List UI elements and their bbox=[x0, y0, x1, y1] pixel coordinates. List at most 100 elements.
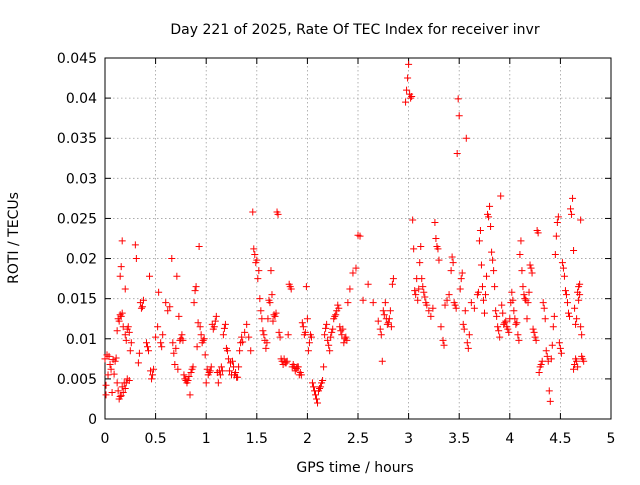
data-point bbox=[115, 317, 123, 325]
data-point bbox=[352, 264, 360, 272]
data-point bbox=[274, 210, 282, 218]
x-axis-label: GPS time / hours bbox=[296, 460, 413, 476]
data-point bbox=[421, 293, 429, 301]
data-point bbox=[456, 285, 464, 293]
data-point bbox=[555, 339, 563, 347]
y-axis-label: ROTI / TECUs bbox=[6, 192, 22, 284]
data-point bbox=[376, 325, 384, 333]
data-point bbox=[427, 312, 435, 320]
data-point bbox=[287, 285, 295, 293]
data-point bbox=[255, 267, 263, 275]
data-point bbox=[229, 357, 237, 365]
data-point bbox=[267, 267, 275, 275]
data-point bbox=[236, 347, 244, 355]
data-point bbox=[185, 372, 193, 380]
data-point bbox=[326, 347, 334, 355]
data-point bbox=[577, 216, 585, 224]
data-point bbox=[134, 359, 142, 367]
data-point bbox=[559, 264, 567, 272]
data-point bbox=[127, 339, 135, 347]
data-point bbox=[275, 328, 283, 336]
data-point bbox=[483, 272, 491, 280]
y-tick-label: 0.035 bbox=[57, 131, 97, 147]
data-point bbox=[389, 275, 397, 283]
data-point bbox=[155, 288, 163, 296]
x-tick-label: 1.5 bbox=[246, 431, 268, 447]
data-point bbox=[294, 363, 302, 371]
data-point bbox=[309, 383, 317, 391]
y-tick-label: 0.03 bbox=[66, 171, 97, 187]
data-point bbox=[429, 304, 437, 312]
data-point bbox=[124, 323, 132, 331]
data-point bbox=[304, 347, 312, 355]
data-point bbox=[409, 216, 417, 224]
data-point bbox=[403, 86, 411, 94]
data-point bbox=[339, 325, 347, 333]
data-point bbox=[321, 331, 329, 339]
data-point bbox=[303, 315, 311, 323]
data-point bbox=[562, 291, 570, 299]
data-point bbox=[408, 93, 416, 101]
data-point bbox=[575, 296, 583, 304]
data-point bbox=[485, 213, 493, 221]
data-point bbox=[514, 331, 522, 339]
data-point bbox=[323, 320, 331, 328]
data-point bbox=[508, 288, 516, 296]
data-point bbox=[488, 248, 496, 256]
data-point bbox=[260, 331, 268, 339]
data-point bbox=[467, 299, 475, 307]
data-point bbox=[498, 301, 506, 309]
data-point bbox=[369, 299, 377, 307]
data-point bbox=[168, 255, 176, 263]
data-point bbox=[149, 371, 157, 379]
x-tick-label: 3 bbox=[404, 431, 413, 447]
data-point bbox=[524, 299, 532, 307]
data-point bbox=[448, 253, 456, 261]
data-point bbox=[106, 360, 114, 368]
data-point bbox=[423, 301, 431, 309]
data-point bbox=[121, 331, 129, 339]
data-point bbox=[550, 312, 558, 320]
data-point bbox=[119, 389, 127, 397]
data-point bbox=[232, 368, 240, 376]
data-point bbox=[138, 303, 146, 311]
data-point bbox=[556, 344, 564, 352]
data-point bbox=[463, 339, 471, 347]
data-point bbox=[490, 267, 498, 275]
x-tick-label: 4 bbox=[505, 431, 514, 447]
data-point bbox=[166, 303, 174, 311]
data-point bbox=[434, 245, 442, 253]
data-point bbox=[217, 363, 225, 371]
data-point bbox=[343, 336, 351, 344]
data-point bbox=[441, 301, 449, 309]
data-point bbox=[502, 317, 510, 325]
data-point bbox=[263, 339, 271, 347]
data-point bbox=[496, 333, 504, 341]
data-point bbox=[239, 338, 247, 346]
data-point bbox=[578, 331, 586, 339]
data-point bbox=[311, 391, 319, 399]
data-point bbox=[331, 312, 339, 320]
data-point bbox=[305, 339, 313, 347]
data-point bbox=[152, 333, 160, 341]
data-point bbox=[563, 299, 571, 307]
chart-title: Day 221 of 2025, Rate Of TEC Index for r… bbox=[170, 22, 539, 38]
data-point bbox=[190, 299, 198, 307]
data-point bbox=[545, 387, 553, 395]
data-point bbox=[139, 296, 147, 304]
data-point bbox=[184, 376, 192, 384]
data-point bbox=[181, 375, 189, 383]
data-point bbox=[169, 339, 177, 347]
data-point bbox=[491, 283, 499, 291]
data-point bbox=[249, 208, 257, 216]
data-point bbox=[251, 251, 259, 259]
data-point bbox=[253, 256, 261, 264]
data-point bbox=[187, 368, 195, 376]
data-point bbox=[476, 226, 484, 234]
data-point bbox=[264, 315, 272, 323]
x-tick-label: 1 bbox=[202, 431, 211, 447]
data-point bbox=[517, 237, 525, 245]
data-point bbox=[135, 349, 143, 357]
data-point bbox=[322, 324, 330, 332]
data-point bbox=[214, 379, 222, 387]
